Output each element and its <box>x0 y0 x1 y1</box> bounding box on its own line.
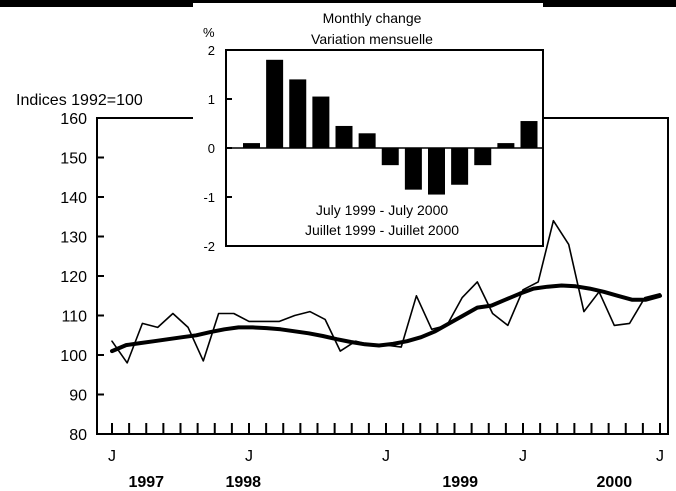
inset-bar <box>289 79 307 148</box>
inset-y-axis-label: % <box>203 25 215 40</box>
inset-title: Monthly change <box>323 10 422 26</box>
main-y-tick-label: 140 <box>60 190 87 207</box>
inset-bars <box>243 59 538 195</box>
main-y-tick-label: 130 <box>60 230 87 247</box>
inset-caption-line1: July 1999 - July 2000 <box>316 202 449 218</box>
inset-background <box>193 3 543 256</box>
main-y-tick-label: 160 <box>60 111 87 128</box>
inset-caption-line2: Juillet 1999 - Juillet 2000 <box>305 222 459 238</box>
main-y-tick-label: 110 <box>61 309 87 326</box>
main-x-month-label: J <box>108 448 116 465</box>
main-x-month-label: J <box>382 448 390 465</box>
inset-y-tick-label: 1 <box>208 92 215 107</box>
inset-bar <box>243 143 260 148</box>
main-x-month-label: J <box>656 448 664 465</box>
main-x-month-label: J <box>519 448 527 465</box>
inset-bar <box>520 121 538 148</box>
main-y-tick-label: 120 <box>60 269 87 286</box>
main-x-month-label: J <box>245 448 253 465</box>
inset-y-tick-label: -1 <box>203 190 215 205</box>
main-x-year-label: 1999 <box>442 474 478 491</box>
main-x-year-label: 2000 <box>597 474 633 491</box>
inset-y-tick-label: 0 <box>208 141 215 156</box>
inset-bar <box>428 148 445 195</box>
main-x-year-label: 1997 <box>128 474 164 491</box>
inset-bar <box>381 148 399 166</box>
main-y-tick-label: 100 <box>60 348 87 365</box>
inset-y-tick-label: 2 <box>208 43 215 58</box>
trend-line <box>110 283 662 354</box>
inset-chart: Monthly change Variation mensuelle % -2 -… <box>193 3 544 256</box>
main-y-tick-label: 80 <box>69 427 87 444</box>
main-y-ticks: 80 90 100 110 120 130 140 150 160 <box>60 111 104 444</box>
main-x-year-label: 1998 <box>225 474 261 491</box>
inset-bar <box>497 143 515 148</box>
inset-bar <box>451 148 469 185</box>
inset-y-tick-label: -2 <box>203 239 215 254</box>
inset-bar <box>266 59 284 148</box>
inset-bar <box>312 96 330 148</box>
inset-bar <box>358 133 376 148</box>
main-series <box>110 219 662 364</box>
inset-bar <box>335 125 353 148</box>
inset-bar <box>474 148 492 166</box>
main-y-tick-label: 90 <box>69 388 87 405</box>
main-y-axis-label: Indices 1992=100 <box>16 92 143 109</box>
main-y-tick-label: 150 <box>60 151 87 168</box>
main-x-ticks <box>111 423 661 434</box>
inset-bar <box>404 148 422 190</box>
main-x-labels: J J J J J 1997 1998 1999 2000 <box>108 448 664 491</box>
main-chart: Indices 1992=100 80 90 100 110 120 130 140 150 1… <box>16 92 669 491</box>
inset-subtitle: Variation mensuelle <box>311 31 433 47</box>
